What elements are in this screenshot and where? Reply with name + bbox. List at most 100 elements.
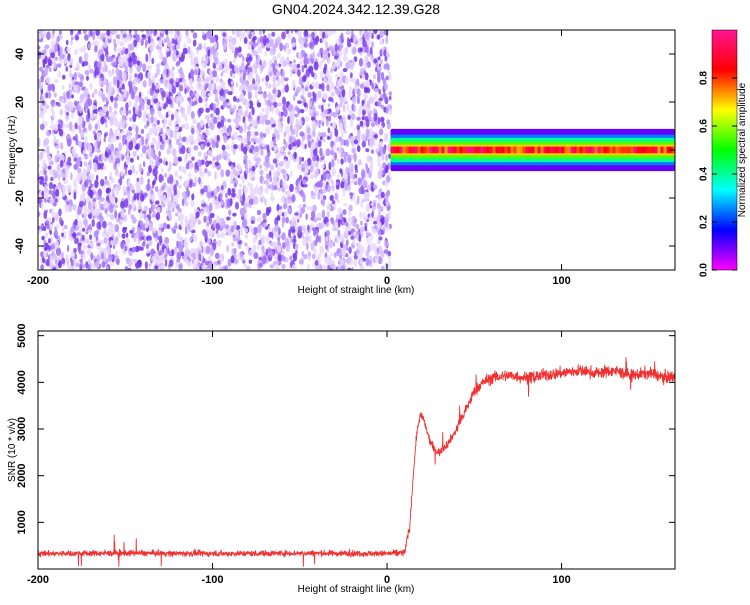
heatmap-cell bbox=[181, 124, 185, 129]
heatmap-cell bbox=[185, 179, 189, 188]
heatmap-cell bbox=[108, 55, 114, 63]
heatmap-cell bbox=[326, 57, 331, 64]
snr-line bbox=[38, 357, 675, 567]
heatmap-cell bbox=[591, 146, 595, 154]
heatmap-cell bbox=[322, 188, 327, 194]
heatmap-cell bbox=[148, 222, 153, 232]
heatmap-cell bbox=[81, 62, 85, 67]
heatmap-cell bbox=[178, 207, 182, 213]
heatmap-cell bbox=[140, 128, 145, 135]
heatmap-cell bbox=[212, 88, 217, 95]
heatmap-cell bbox=[133, 103, 137, 108]
heatmap-cell bbox=[313, 38, 319, 46]
heatmap-cell bbox=[293, 146, 297, 151]
heatmap-cell bbox=[354, 164, 358, 171]
heatmap-cell bbox=[257, 45, 263, 54]
heatmap-cell bbox=[208, 215, 212, 225]
heatmap-cell bbox=[184, 114, 188, 122]
heatmap-cell bbox=[325, 236, 329, 242]
heatmap-cell bbox=[78, 30, 81, 34]
heatmap-cell bbox=[168, 250, 173, 256]
heatmap-cell bbox=[81, 194, 86, 203]
heatmap-cell bbox=[140, 175, 144, 185]
heatmap-cell bbox=[342, 189, 346, 197]
heatmap-cell bbox=[282, 96, 286, 106]
heatmap-cell bbox=[98, 91, 102, 97]
heatmap-cell bbox=[340, 158, 344, 165]
heatmap-cell bbox=[330, 122, 333, 127]
heatmap-cell bbox=[369, 242, 373, 252]
heatmap-cell bbox=[40, 264, 45, 270]
heatmap-cell bbox=[151, 57, 155, 65]
heatmap-cell bbox=[390, 146, 394, 154]
heatmap-cell bbox=[284, 125, 290, 135]
heatmap-cell bbox=[262, 194, 265, 203]
heatmap-cell bbox=[383, 83, 389, 91]
heatmap-cell bbox=[129, 66, 133, 74]
heatmap-cell bbox=[106, 30, 111, 36]
heatmap-cell bbox=[162, 132, 166, 142]
heatmap-cell bbox=[283, 60, 287, 67]
heatmap-cell bbox=[73, 49, 79, 55]
heatmap-cell bbox=[318, 119, 322, 125]
heatmap-cell bbox=[326, 172, 331, 181]
heatmap-cell bbox=[181, 198, 185, 207]
heatmap-cell bbox=[184, 248, 190, 256]
heatmap-cell bbox=[185, 137, 189, 146]
heatmap-cell bbox=[283, 138, 286, 145]
heatmap-cell bbox=[369, 47, 373, 55]
heatmap-cell bbox=[132, 105, 136, 115]
heatmap-cell bbox=[90, 173, 95, 182]
heatmap-cell bbox=[359, 67, 365, 77]
heatmap-cell bbox=[288, 143, 292, 151]
heatmap-cell bbox=[164, 242, 169, 247]
heatmap-cell bbox=[252, 244, 257, 250]
heatmap-cell bbox=[48, 182, 54, 190]
heatmap-cell bbox=[273, 55, 277, 61]
heatmap-cell bbox=[212, 70, 217, 78]
colorbar-tick-label: 0.6 bbox=[699, 119, 710, 133]
heatmap-cell bbox=[319, 136, 323, 141]
heatmap-cell bbox=[154, 174, 158, 181]
heatmap-cell bbox=[240, 142, 244, 152]
heatmap-cell bbox=[384, 240, 389, 248]
heatmap-cell bbox=[351, 267, 354, 270]
heatmap-cell bbox=[373, 220, 378, 225]
heatmap-cell bbox=[54, 226, 57, 232]
heatmap-cell bbox=[94, 179, 99, 189]
heatmap-cell bbox=[285, 216, 289, 224]
heatmap-cell bbox=[121, 120, 125, 130]
heatmap-cell bbox=[225, 144, 230, 151]
heatmap-cell bbox=[327, 127, 331, 134]
heatmap-cell bbox=[260, 234, 266, 244]
heatmap-cell bbox=[332, 226, 337, 232]
heatmap-cell bbox=[204, 99, 208, 109]
heatmap-cell bbox=[250, 119, 255, 127]
heatmap-cell bbox=[313, 112, 317, 119]
heatmap-cell bbox=[311, 227, 317, 232]
heatmap-cell bbox=[90, 30, 93, 37]
heatmap-cell bbox=[136, 65, 141, 72]
heatmap-cell bbox=[292, 238, 297, 243]
heatmap-cell bbox=[51, 217, 55, 223]
heatmap-cell bbox=[275, 71, 281, 77]
heatmap-cell bbox=[146, 30, 150, 35]
heatmap-cell bbox=[347, 37, 350, 45]
heatmap-cell bbox=[192, 39, 197, 47]
heatmap-cell bbox=[380, 71, 385, 81]
heatmap-cell bbox=[249, 182, 254, 192]
heatmap-cell bbox=[128, 86, 133, 94]
heatmap-cell bbox=[110, 213, 115, 221]
heatmap-cell bbox=[167, 98, 172, 105]
heatmap-cell bbox=[177, 241, 182, 246]
heatmap-cell bbox=[95, 30, 101, 36]
heatmap-cell bbox=[480, 146, 484, 154]
heatmap-cell bbox=[198, 253, 202, 261]
heatmap-cell bbox=[180, 220, 184, 228]
heatmap-cell bbox=[162, 194, 167, 204]
heatmap-cell bbox=[86, 75, 89, 81]
heatmap-cell bbox=[52, 253, 57, 260]
heatmap-cell bbox=[269, 241, 274, 247]
heatmap-cell bbox=[75, 262, 81, 267]
